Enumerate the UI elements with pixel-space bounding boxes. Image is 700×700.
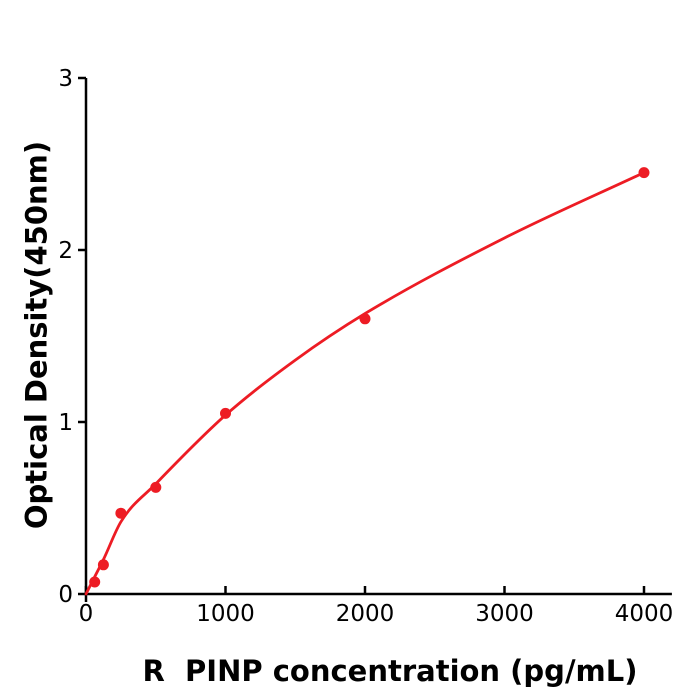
y-axis-title: Optical Density(450nm) [19,140,54,530]
data-point-marker [359,313,371,325]
x-axis-title: R PINP concentration (pg/mL) [142,654,638,688]
data-point-marker [150,481,162,493]
data-point-marker [220,407,231,419]
x-tick-label: 2000 [336,601,395,627]
fit-curve-line [84,171,646,596]
data-point-marker [89,576,101,588]
y-tick-label: 1 [58,410,73,436]
data-series-layer [84,167,650,596]
y-tick-label: 2 [58,238,73,264]
data-point-marker [638,167,650,179]
x-tick-label: 1000 [196,601,255,627]
data-point-marker [97,559,109,571]
y-tick-label: 3 [58,66,73,92]
axes-layer: 0 1000 2000 3000 4000 0 1 2 3 [58,66,673,627]
data-point-marker [115,507,127,519]
y-tick-label: 0 [58,582,73,608]
x-tick-label: 3000 [475,601,534,627]
x-tick-label: 0 [79,601,94,627]
x-tick-label: 4000 [615,601,674,627]
